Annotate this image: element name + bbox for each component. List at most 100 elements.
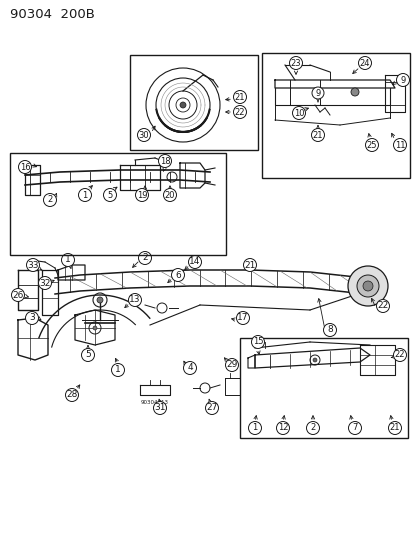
Text: 10: 10 (293, 109, 304, 117)
Circle shape (350, 88, 358, 96)
Circle shape (356, 275, 378, 297)
Circle shape (289, 56, 302, 69)
Circle shape (236, 311, 249, 325)
Text: 28: 28 (66, 391, 78, 400)
Circle shape (138, 252, 151, 264)
Circle shape (171, 269, 184, 281)
Circle shape (153, 401, 166, 415)
Text: 3: 3 (29, 313, 35, 322)
Text: 9: 9 (315, 88, 320, 98)
Circle shape (348, 422, 361, 434)
Circle shape (62, 254, 74, 266)
Text: 5: 5 (85, 351, 91, 359)
Bar (10, 153, 225, 255)
Text: 11: 11 (394, 141, 404, 149)
Bar (261, 53, 409, 178)
Circle shape (26, 259, 39, 271)
Text: 23: 23 (290, 59, 301, 68)
Circle shape (392, 349, 406, 361)
Circle shape (375, 300, 389, 312)
Text: 25: 25 (366, 141, 376, 149)
Text: 31: 31 (154, 403, 165, 413)
Text: 22: 22 (394, 351, 404, 359)
Circle shape (358, 56, 370, 69)
Circle shape (135, 189, 148, 201)
Text: 6: 6 (175, 271, 180, 279)
Text: 21: 21 (312, 131, 323, 140)
Text: 15: 15 (252, 337, 263, 346)
Text: 8: 8 (326, 326, 332, 335)
Text: 2: 2 (47, 196, 52, 205)
Circle shape (233, 106, 246, 118)
Text: 17: 17 (237, 313, 248, 322)
Text: 18: 18 (159, 157, 170, 166)
Text: 19: 19 (136, 190, 147, 199)
Text: 20: 20 (164, 190, 175, 199)
Circle shape (276, 422, 289, 434)
Circle shape (163, 189, 176, 201)
Circle shape (81, 349, 94, 361)
Circle shape (137, 128, 150, 141)
Bar (130, 55, 257, 150)
Text: 1: 1 (115, 366, 121, 375)
Text: 22: 22 (377, 302, 388, 311)
Text: 29: 29 (226, 360, 237, 369)
Text: 12: 12 (277, 424, 287, 432)
Text: 4: 4 (187, 364, 192, 373)
Text: 2: 2 (310, 424, 315, 432)
Text: 13: 13 (129, 295, 140, 304)
Text: 90304  200B: 90304 200B (10, 7, 95, 20)
Circle shape (26, 311, 38, 325)
Circle shape (128, 294, 141, 306)
Text: 1: 1 (82, 190, 88, 199)
Circle shape (362, 281, 372, 291)
Circle shape (43, 193, 56, 206)
Text: 21: 21 (389, 424, 399, 432)
Circle shape (243, 259, 256, 271)
Circle shape (180, 102, 185, 108)
Circle shape (93, 326, 97, 330)
Text: 5: 5 (107, 190, 112, 199)
Circle shape (396, 74, 408, 86)
Circle shape (365, 139, 377, 151)
Text: 7: 7 (351, 424, 357, 432)
Circle shape (183, 361, 196, 375)
Text: 24: 24 (359, 59, 369, 68)
Circle shape (205, 401, 218, 415)
Circle shape (233, 91, 246, 103)
Circle shape (392, 139, 406, 151)
Circle shape (306, 422, 319, 434)
Circle shape (111, 364, 124, 376)
Text: 32: 32 (39, 279, 50, 287)
Circle shape (311, 128, 324, 141)
Text: 27: 27 (206, 403, 217, 413)
Text: 14: 14 (189, 257, 200, 266)
Text: 90304013: 90304013 (141, 400, 169, 405)
Circle shape (248, 422, 261, 434)
Circle shape (312, 358, 316, 362)
Circle shape (387, 422, 401, 434)
Bar (240, 338, 407, 438)
Text: 33: 33 (27, 261, 39, 270)
Text: 22: 22 (234, 108, 244, 117)
Text: 21: 21 (234, 93, 244, 101)
Circle shape (188, 255, 201, 269)
Circle shape (12, 288, 24, 302)
Text: 2: 2 (142, 254, 147, 262)
Circle shape (251, 335, 264, 349)
Text: 1: 1 (65, 255, 71, 264)
Text: 16: 16 (20, 163, 30, 172)
Circle shape (103, 189, 116, 201)
Circle shape (38, 277, 51, 289)
Text: 21: 21 (244, 261, 255, 270)
Circle shape (19, 160, 31, 174)
Text: 1: 1 (252, 424, 257, 432)
Circle shape (97, 297, 103, 303)
Circle shape (225, 359, 238, 372)
Text: 26: 26 (12, 290, 24, 300)
Text: 30: 30 (138, 131, 149, 140)
Circle shape (347, 266, 387, 306)
Text: 9: 9 (399, 76, 405, 85)
Circle shape (292, 107, 305, 119)
Circle shape (65, 389, 78, 401)
